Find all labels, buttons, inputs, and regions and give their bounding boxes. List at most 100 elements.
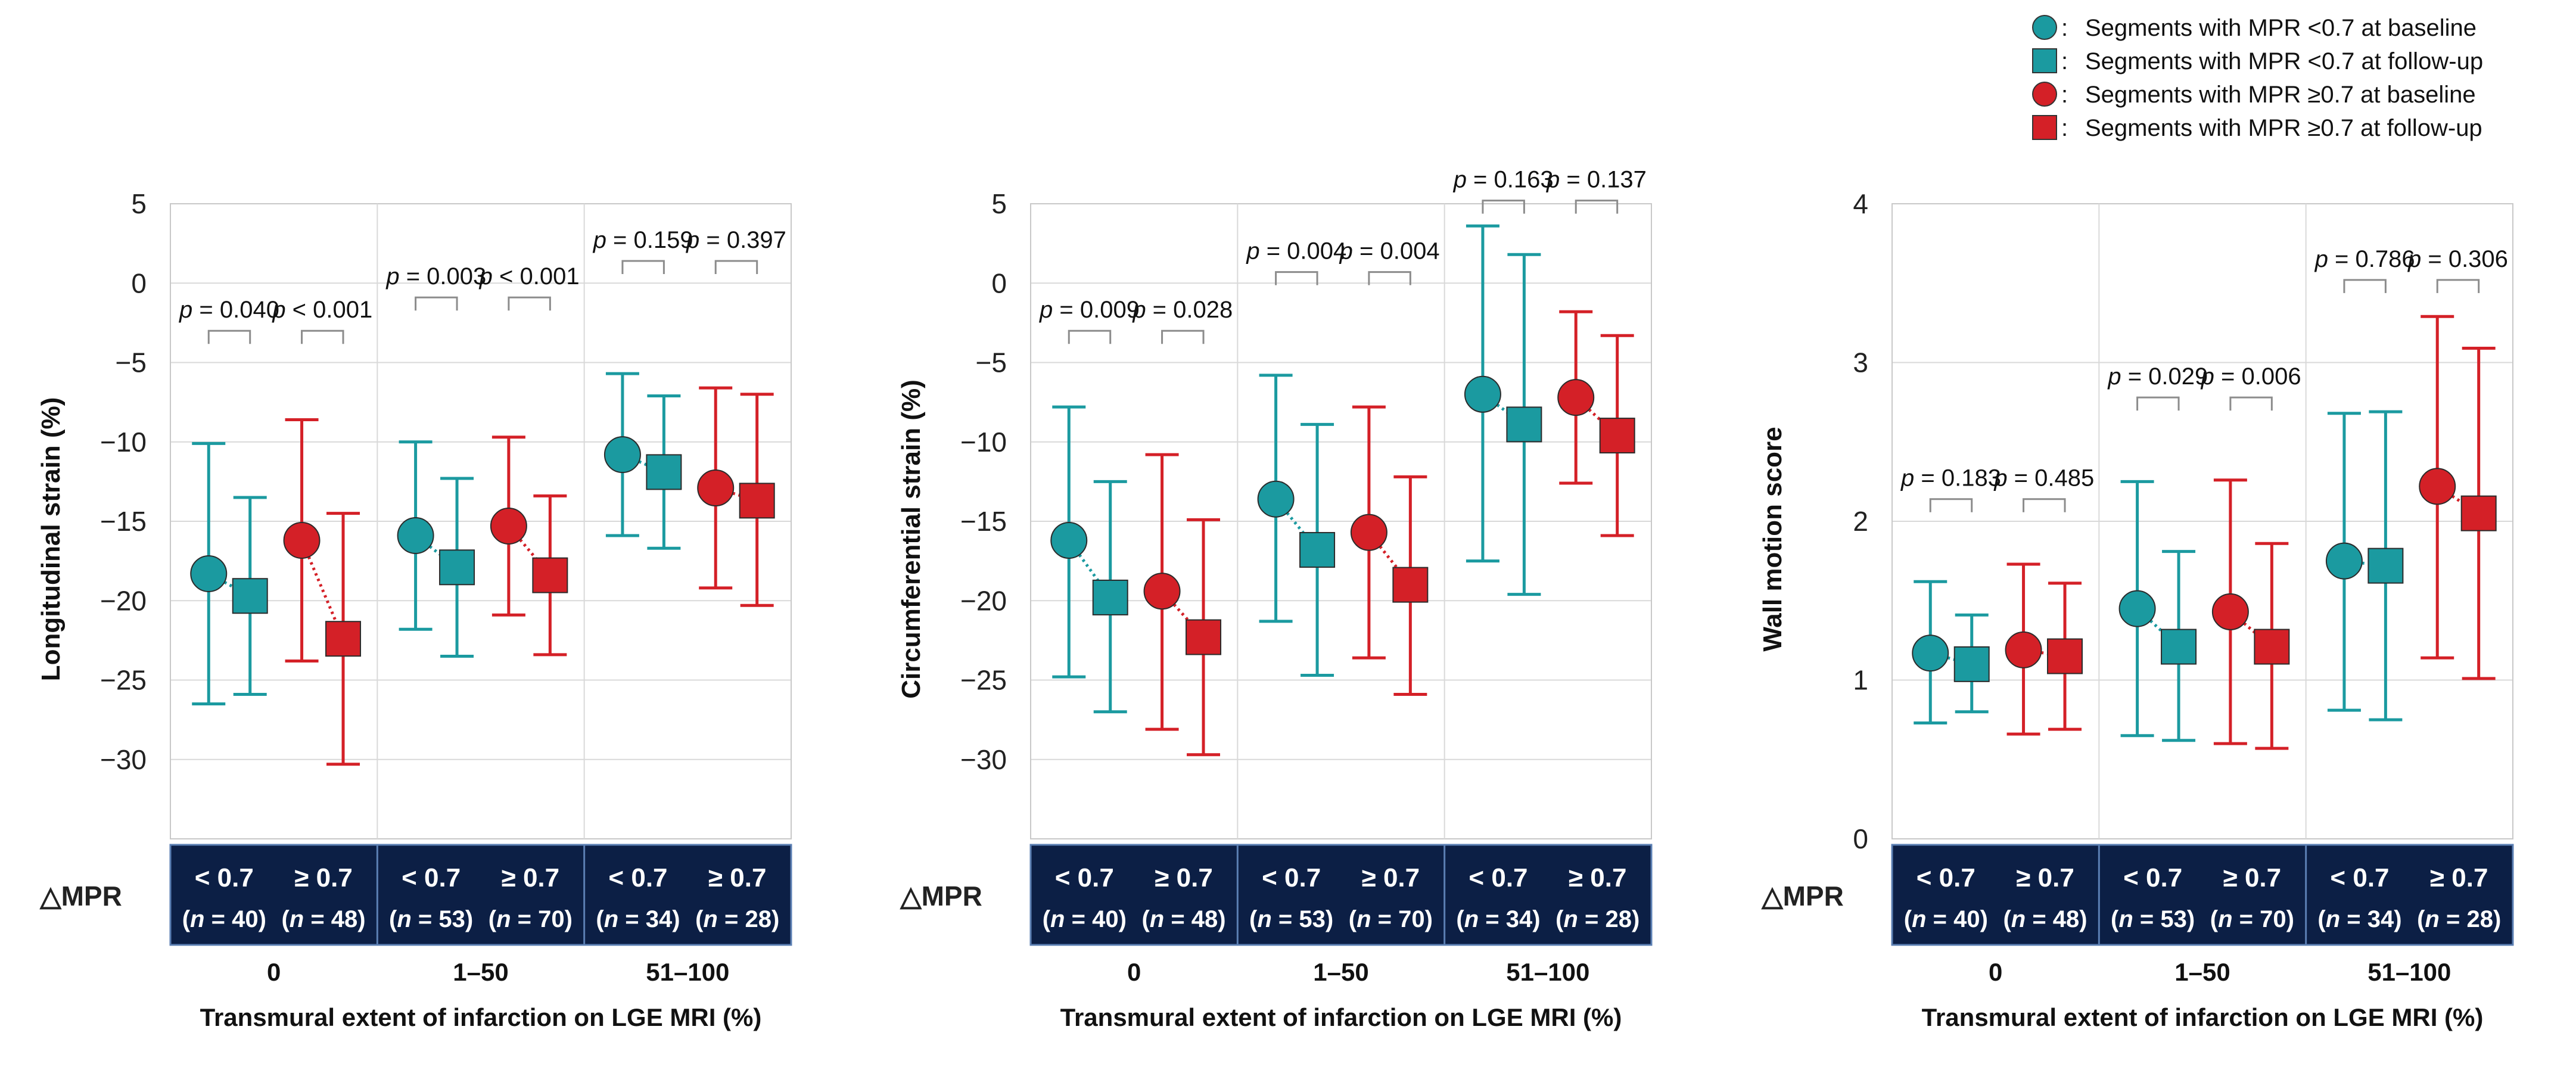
legend-colon: : — [2061, 48, 2068, 74]
sample-size-label: (n = 70) — [2210, 906, 2294, 932]
sample-size-label: (n = 53) — [1249, 906, 1333, 932]
sample-size-label: (n = 48) — [1141, 906, 1225, 932]
mpr-threshold-label: < 0.7 — [195, 863, 254, 892]
p-value-label: p = 0.004 — [1246, 238, 1346, 265]
x-axis-label: Transmural extent of infarction on LGE M… — [1060, 1003, 1622, 1031]
mean-point-circle — [2118, 590, 2156, 627]
mpr-box — [1029, 844, 1653, 946]
y-tick-label: 2 — [1853, 506, 1868, 537]
p-value-label: p = 0.786 — [2314, 246, 2415, 272]
mean-point-square — [2254, 629, 2290, 665]
y-tick-label: 4 — [1853, 188, 1868, 219]
mean-point-square — [2161, 629, 2197, 665]
mean-point-square — [325, 621, 362, 657]
bracket-line — [1482, 200, 1525, 214]
sample-size-label: (n = 40) — [182, 906, 266, 932]
mpr-threshold-label: < 0.7 — [2123, 863, 2182, 892]
mpr-threshold-label: ≥ 0.7 — [1569, 863, 1627, 892]
plot-frame — [170, 203, 792, 839]
mpr-threshold-label: ≥ 0.7 — [1362, 863, 1420, 892]
p-value-label: p = 0.183 — [1900, 465, 2001, 492]
p-value-bracket: p = 0.009 — [1039, 297, 1140, 344]
panels: 5 0 −5 −10 −15 −20 −25 −30 Longitudinal strain (… — [36, 167, 2514, 1031]
p-value-bracket: p < 0.001 — [272, 297, 372, 344]
mpr-row-label: △MPR — [1760, 881, 1844, 912]
mean-point-circle — [1557, 379, 1595, 416]
mpr-threshold-label: < 0.7 — [1469, 863, 1527, 892]
mpr-row-label: △MPR — [899, 881, 982, 912]
legend-item: : Segments with MPR <0.7 at baseline — [2032, 15, 2477, 41]
chart-panel: 5 0 −5 −10 −15 −20 −25 −30 Longitudinal strain (… — [36, 188, 792, 1031]
bracket-line — [1275, 271, 1318, 285]
mpr-threshold-label: < 0.7 — [2330, 863, 2389, 892]
y-tick-label: −5 — [116, 347, 147, 378]
p-value-bracket: p = 0.159 — [593, 227, 693, 274]
p-value-bracket: p = 0.040 — [179, 297, 279, 344]
legend: : Segments with MPR <0.7 at baseline: Segm… — [2032, 15, 2483, 141]
legend-label: Segments with MPR <0.7 at baseline — [2085, 15, 2477, 41]
sample-size-label: (n = 28) — [2417, 906, 2501, 932]
bracket-line — [621, 260, 665, 274]
y-tick-label: −30 — [100, 744, 147, 775]
p-value-label: p < 0.001 — [479, 263, 580, 290]
p-value-label: p = 0.163 — [1453, 167, 1554, 193]
y-tick-label: −30 — [960, 744, 1007, 775]
y-tick-label: −25 — [100, 665, 147, 696]
p-value-label: p = 0.003 — [385, 263, 486, 290]
p-value-label: p = 0.004 — [1339, 238, 1440, 265]
mpr-box — [1891, 844, 2514, 946]
mean-point-circle — [1257, 480, 1295, 518]
sample-size-label: (n = 70) — [1349, 906, 1433, 932]
bracket-line — [301, 329, 344, 344]
p-value-bracket: p = 0.137 — [1546, 167, 1647, 214]
mpr-threshold-label: ≥ 0.7 — [1155, 863, 1213, 892]
mpr-threshold-label: ≥ 0.7 — [2016, 863, 2074, 892]
mean-point-circle — [283, 521, 321, 559]
plot-frame — [1030, 203, 1652, 839]
p-value-bracket: p = 0.786 — [2314, 246, 2415, 293]
y-tick-label: 1 — [1853, 665, 1868, 696]
p-value-bracket: p = 0.028 — [1132, 297, 1233, 344]
bracket-line — [2023, 498, 2066, 512]
y-tick-label: −25 — [960, 665, 1007, 696]
legend-label: Segments with MPR ≥0.7 at baseline — [2085, 82, 2476, 108]
mean-point-square — [1599, 418, 1635, 454]
legend-item: : Segments with MPR <0.7 at follow-up — [2032, 48, 2483, 74]
mean-point-circle — [1050, 521, 1088, 559]
bracket-line — [207, 329, 251, 344]
mpr-box — [169, 844, 792, 946]
p-value-label: p = 0.137 — [1546, 167, 1647, 193]
sample-size-label: (n = 70) — [489, 906, 573, 932]
mean-point-square — [2047, 638, 2083, 674]
chart-panel: 5 0 −5 −10 −15 −20 −25 −30 Circumferential strai… — [897, 167, 1653, 1031]
mean-point-square — [439, 549, 475, 586]
mean-point-circle — [2419, 468, 2456, 505]
y-tick-label: 0 — [1853, 823, 1868, 854]
bracket-line — [508, 296, 551, 311]
mean-point-square — [1506, 406, 1542, 443]
bracket-line — [1368, 271, 1411, 285]
p-value-bracket: p = 0.003 — [385, 263, 486, 311]
y-tick-label: 5 — [991, 188, 1007, 219]
y-axis-label: Longitudinal strain (%) — [36, 397, 66, 682]
mpr-threshold-label: < 0.7 — [608, 863, 667, 892]
p-value-bracket: p = 0.397 — [686, 227, 786, 274]
group-label: 0 — [1989, 958, 2002, 986]
mean-point-square — [646, 454, 682, 490]
mean-point-circle — [1350, 514, 1387, 551]
y-tick-label: 3 — [1853, 347, 1868, 378]
group-label: 51–100 — [1506, 958, 1589, 986]
mean-point-circle — [2005, 631, 2042, 668]
connector-line — [1161, 590, 1205, 639]
p-value-label: p = 0.159 — [593, 227, 693, 253]
group-label: 1–50 — [2174, 958, 2230, 986]
mean-point-square — [1186, 619, 1222, 655]
plot-frame — [1891, 203, 2513, 839]
sample-size-label: (n = 34) — [596, 906, 680, 932]
mpr-threshold-label: < 0.7 — [402, 863, 461, 892]
y-tick-label: 0 — [991, 268, 1007, 298]
mean-point-square — [1299, 531, 1336, 568]
mpr-threshold-label: < 0.7 — [1262, 863, 1321, 892]
legend-square-marker — [2032, 115, 2057, 140]
